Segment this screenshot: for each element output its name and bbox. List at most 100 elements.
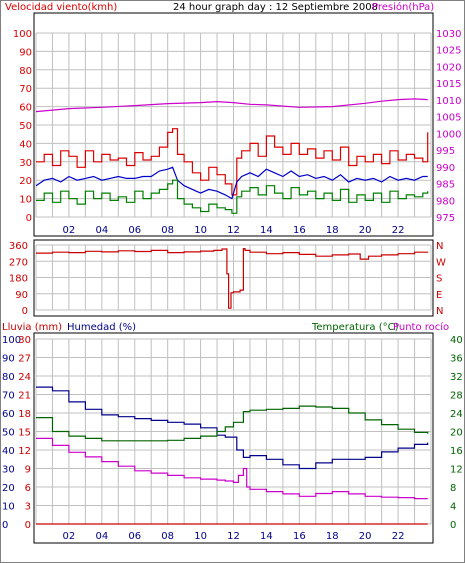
humidity-axis-tick: 20 (2, 483, 15, 494)
x-tick-label: 16 (293, 225, 306, 236)
x-tick-label: 08 (161, 225, 174, 236)
x-tick-label: 04 (95, 531, 108, 542)
pressure-axis-tick: 1025 (436, 46, 461, 57)
rain-axis-tick: 21 (18, 391, 31, 402)
rain-axis-tick: 9 (25, 465, 31, 476)
temperature-line (36, 405, 429, 442)
temperature-axis-tick: 8 (450, 483, 456, 494)
temperature-axis-tick: 0 (450, 520, 456, 531)
temperature-axis-tick: 20 (450, 428, 463, 439)
direction-degree-tick: 180 (9, 274, 28, 285)
wind_avg-line (35, 166, 428, 200)
humidity-axis-tick: 0 (2, 520, 8, 531)
humidity-axis-tick: 10 (2, 502, 15, 513)
humidity-axis-tick: 70 (2, 391, 15, 402)
temperature-axis-tick: 24 (450, 409, 463, 420)
temperature-axis-tick: 12 (450, 465, 463, 476)
x-tick-label: 12 (227, 531, 240, 542)
pressure-axis-tick: 985 (436, 180, 455, 191)
humidity-axis-tick: 40 (2, 446, 15, 457)
wind-speed-label: Velocidad viento(kmh) (5, 2, 117, 13)
x-tick-label: 14 (260, 225, 273, 236)
x-tick-label: 12 (227, 225, 240, 236)
x-tick-label: 10 (194, 531, 207, 542)
pressure-axis-tick: 990 (436, 163, 455, 174)
humidity-line (36, 386, 429, 470)
temperature-axis-tick: 28 (450, 391, 463, 402)
pressure-axis-tick: 995 (436, 146, 455, 157)
pressure-axis-tick: 980 (436, 196, 455, 207)
direction-compass-tick: N (436, 241, 443, 252)
rain-axis-tick: 18 (18, 409, 31, 420)
x-tick-label: 14 (260, 531, 273, 542)
wind-axis-tick: 100 (13, 29, 32, 40)
wind-direction-panel: 0204060810121416182022090180270360NESWN (9, 239, 446, 317)
x-tick-label: 02 (63, 531, 76, 542)
humidity-label: Humedad (%) (67, 322, 136, 333)
wind-axis-tick: 40 (19, 139, 32, 150)
direction-degree-tick: 90 (15, 290, 28, 301)
humidity-axis-tick: 100 (2, 335, 21, 346)
x-tick-label: 02 (63, 225, 76, 236)
direction-compass-tick: N (436, 306, 443, 317)
dewpoint-label: Punto rocío (393, 321, 449, 333)
panel-frame (33, 12, 434, 237)
rain-axis-tick: 3 (25, 502, 31, 513)
temperature-axis-tick: 40 (450, 335, 463, 346)
pressure-line (35, 98, 428, 113)
direction-line (36, 248, 429, 309)
direction-degree-tick: 270 (9, 257, 28, 268)
pressure-label: Presión(hPa) (372, 1, 434, 13)
humidity-axis-tick: 60 (2, 409, 15, 420)
humidity-axis-tick: 50 (2, 428, 15, 439)
wind-axis-tick: 60 (19, 103, 32, 114)
pressure-axis-tick: 1000 (436, 129, 461, 140)
humidity-axis-tick: 90 (2, 354, 15, 365)
wind-pressure-panel: 02 04 06 08 10 12 14 16 18 20 22 0 1020 30 40 50 60 70 80 9… (13, 12, 461, 237)
panel-frame (33, 332, 434, 544)
wind-axis-tick: 10 (19, 195, 32, 206)
x-tick-label: 16 (293, 531, 306, 542)
temperature-axis-tick: 16 (450, 446, 463, 457)
rain-humidity-temperature-panel: 02 04 06 08 10 12 14 16 18 20 22010203040506070809… (2, 332, 463, 544)
dewpoint-line (36, 437, 428, 500)
x-tick-label: 06 (128, 225, 141, 236)
wind-axis-tick: 0 (26, 213, 32, 224)
temperature-axis-tick: 4 (450, 502, 456, 513)
x-tick-label: 06 (128, 531, 141, 542)
pressure-axis-tick: 1005 (436, 113, 461, 124)
graph-title: 24 hour graph day : 12 Septiembre 2008 (173, 2, 378, 13)
pressure-axis-tick: 975 (436, 213, 455, 224)
x-tick-label: 18 (326, 225, 339, 236)
rain-axis-tick: 6 (25, 483, 31, 494)
wind_min-line (36, 179, 429, 214)
temperature-axis-tick: 32 (450, 372, 463, 383)
wind-axis-tick: 50 (19, 121, 32, 132)
x-tick-label: 18 (326, 531, 339, 542)
wind-axis-tick: 30 (19, 158, 32, 169)
rain-axis-tick: 27 (18, 354, 31, 365)
pressure-axis-tick: 1010 (436, 96, 461, 107)
wind-axis-tick: 80 (19, 66, 32, 77)
x-tick-label: 20 (359, 531, 372, 542)
direction-compass-tick: S (436, 274, 442, 285)
panel-frame (33, 239, 434, 317)
rain-axis-tick: 24 (18, 372, 31, 383)
wind-axis-tick: 70 (19, 84, 32, 95)
x-tick-label: 22 (392, 225, 405, 236)
temperature-label: Temperatura (°C) (311, 322, 399, 333)
rain-axis-tick: 12 (18, 446, 31, 457)
humidity-axis-tick: 30 (2, 465, 15, 476)
gust-line (36, 128, 429, 196)
rain-axis-tick: 15 (18, 428, 31, 439)
x-tick-label: 22 (392, 531, 405, 542)
temperature-axis-tick: 36 (450, 354, 463, 365)
pressure-axis-tick: 1020 (436, 62, 461, 73)
rain-label: Lluvia (mm) (2, 322, 62, 333)
direction-compass-tick: E (436, 290, 442, 301)
x-tick-label: 04 (95, 225, 108, 236)
wind-axis-tick: 20 (19, 176, 32, 187)
x-tick-label: 20 (359, 225, 372, 236)
